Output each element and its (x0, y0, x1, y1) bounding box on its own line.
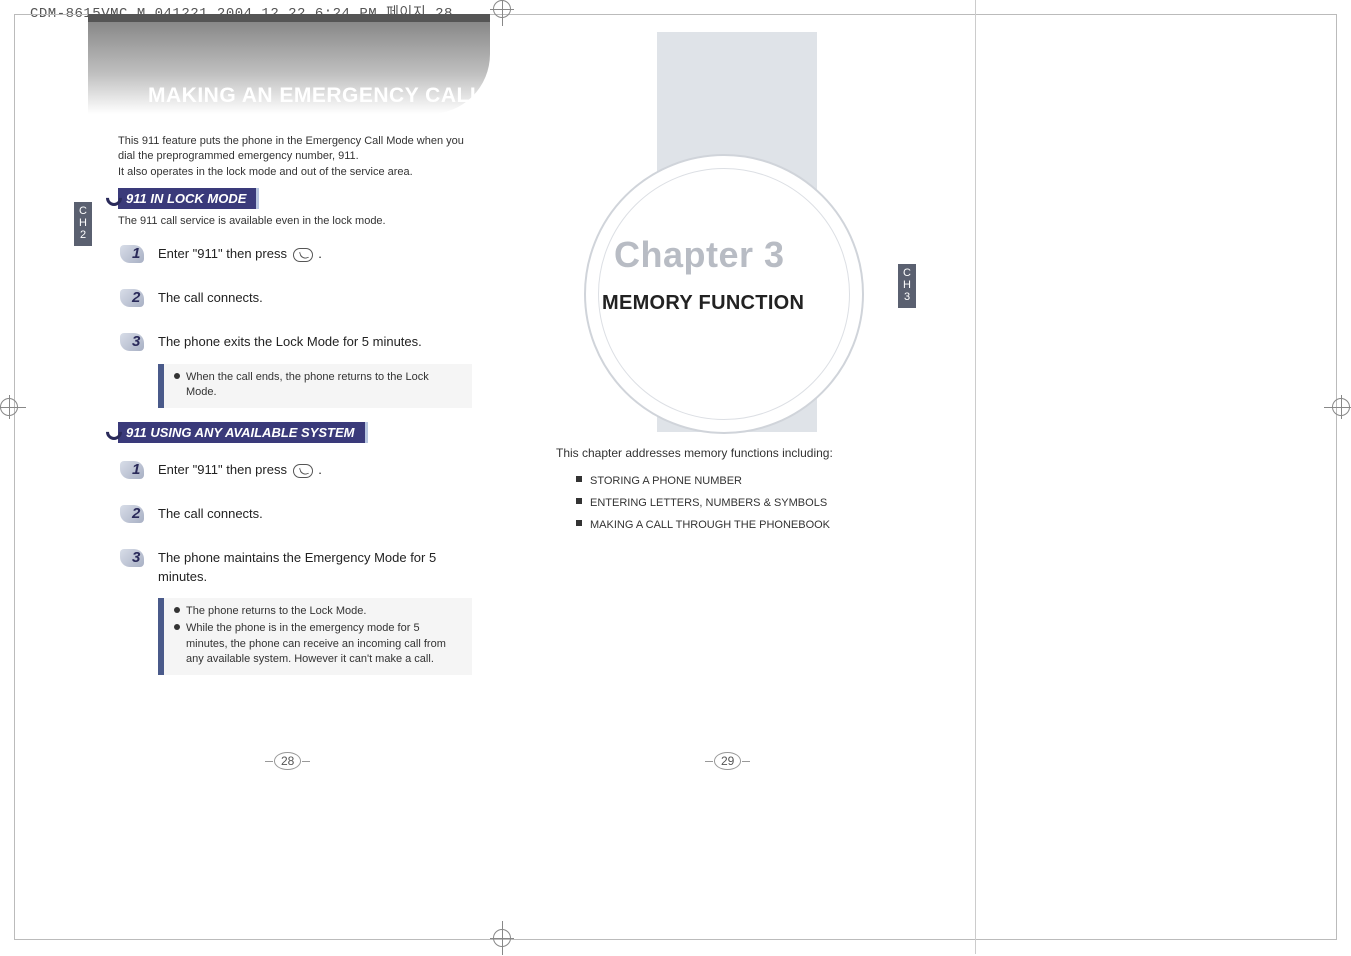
step: 2 The call connects. (118, 289, 502, 307)
chapter-label: Chapter 3 (614, 234, 785, 276)
note-line: While the phone is in the emergency mode… (174, 621, 462, 667)
section-911-any-system: 911 USING ANY AVAILABLE SYSTEM 1 Enter "… (14, 422, 502, 675)
chapter-intro: This chapter addresses memory functions … (556, 446, 833, 460)
section-header: 911 IN LOCK MODE (118, 188, 259, 209)
send-key-icon (293, 248, 313, 262)
step: 1 Enter "911" then press . (118, 245, 502, 263)
list-item: ENTERING LETTERS, NUMBERS & SYMBOLS (576, 492, 830, 514)
chapter-list: STORING A PHONE NUMBER ENTERING LETTERS,… (576, 470, 830, 536)
left-page: MAKING AN EMERGENCY CALL This 911 featur… (14, 14, 502, 786)
note-box: When the call ends, the phone returns to… (158, 364, 472, 409)
step: 2 The call connects. (118, 505, 502, 523)
bullet-icon (174, 607, 180, 613)
step-number-icon: 3 (118, 331, 146, 353)
step-text: The call connects. (158, 505, 482, 523)
list-item: MAKING A CALL THROUGH THE PHONEBOOK (576, 514, 830, 536)
guide-line (975, 0, 976, 954)
page-number-left: 28 (274, 752, 301, 950)
step-number-icon: 2 (118, 287, 146, 309)
step-text: The phone maintains the Emergency Mode f… (158, 549, 482, 585)
ch-line: H (898, 279, 916, 291)
right-page: Chapter 3 MEMORY FUNCTION This chapter a… (502, 14, 972, 786)
chapter-badge-right: C H 3 (898, 264, 916, 308)
intro-text: This 911 feature puts the phone in the E… (118, 134, 468, 180)
send-key-icon (293, 464, 313, 478)
step-text: The phone exits the Lock Mode for 5 minu… (158, 333, 482, 351)
section-heading: 911 USING ANY AVAILABLE SYSTEM (118, 422, 368, 443)
step-number-icon: 1 (118, 243, 146, 265)
section-heading: 911 IN LOCK MODE (118, 188, 259, 209)
ch-line: 3 (898, 291, 916, 303)
step-text: Enter "911" then press . (158, 245, 482, 263)
step-number-icon: 2 (118, 503, 146, 525)
ch-line: C (898, 267, 916, 279)
step: 1 Enter "911" then press . (118, 461, 502, 479)
square-bullet-icon (576, 498, 582, 504)
step-text: Enter "911" then press . (158, 461, 482, 479)
crop-mark-right (1324, 395, 1351, 420)
note-line: When the call ends, the phone returns to… (174, 370, 462, 401)
crop-mark-bottom (490, 921, 515, 956)
page-title: MAKING AN EMERGENCY CALL (148, 84, 483, 108)
step-number-icon: 1 (118, 459, 146, 481)
section-subtext: The 911 call service is available even i… (118, 215, 502, 227)
bullet-icon (174, 624, 180, 630)
note-box: The phone returns to the Lock Mode. Whil… (158, 598, 472, 676)
page-container: CDM-8615VMC_M_041221 2004.12.22 6:24 PM … (0, 0, 1351, 954)
page-number-right: 29 (714, 752, 741, 950)
section-header: 911 USING ANY AVAILABLE SYSTEM (118, 422, 368, 443)
list-item: STORING A PHONE NUMBER (576, 470, 830, 492)
section-911-lock: 911 IN LOCK MODE The 911 call service is… (14, 188, 502, 408)
step-text: The call connects. (158, 289, 482, 307)
step: 3 The phone maintains the Emergency Mode… (118, 549, 502, 585)
note-line: The phone returns to the Lock Mode. (174, 604, 462, 619)
square-bullet-icon (576, 476, 582, 482)
step: 3 The phone exits the Lock Mode for 5 mi… (118, 333, 502, 351)
square-bullet-icon (576, 520, 582, 526)
bullet-icon (174, 373, 180, 379)
step-number-icon: 3 (118, 547, 146, 569)
chapter-title: MEMORY FUNCTION (602, 292, 804, 315)
